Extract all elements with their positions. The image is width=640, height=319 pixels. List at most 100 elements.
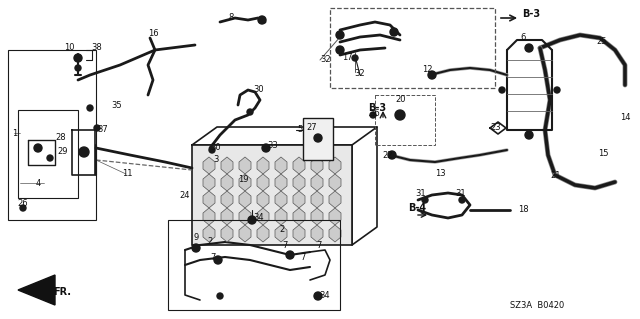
Polygon shape (221, 191, 233, 208)
Text: 5: 5 (297, 125, 302, 135)
Polygon shape (275, 225, 287, 242)
Text: B-3: B-3 (368, 103, 386, 113)
Polygon shape (18, 275, 55, 305)
Text: 7: 7 (282, 241, 287, 249)
Circle shape (336, 31, 344, 39)
Polygon shape (239, 225, 251, 242)
Circle shape (428, 71, 436, 79)
Polygon shape (257, 157, 269, 174)
Polygon shape (329, 225, 341, 242)
Polygon shape (221, 174, 233, 191)
Polygon shape (311, 191, 323, 208)
Polygon shape (257, 191, 269, 208)
Text: 17: 17 (342, 54, 353, 63)
Text: 4: 4 (36, 179, 41, 188)
Circle shape (459, 197, 465, 203)
Polygon shape (239, 174, 251, 191)
Bar (8, 50, 96, 220)
Text: 21: 21 (550, 170, 561, 180)
Bar (330, 8, 495, 88)
Circle shape (87, 105, 93, 111)
Polygon shape (275, 208, 287, 225)
Text: 11: 11 (122, 169, 132, 179)
Text: 24: 24 (179, 191, 189, 201)
Circle shape (47, 155, 53, 161)
Text: 34: 34 (253, 213, 264, 222)
Polygon shape (203, 225, 215, 242)
Polygon shape (293, 157, 305, 174)
Polygon shape (203, 208, 215, 225)
Circle shape (390, 28, 398, 36)
Circle shape (352, 55, 358, 61)
Circle shape (422, 197, 428, 203)
Text: 15: 15 (598, 149, 609, 158)
Text: 25: 25 (596, 38, 607, 47)
Circle shape (499, 87, 505, 93)
Text: 2: 2 (279, 226, 284, 234)
Circle shape (262, 144, 270, 152)
Circle shape (525, 44, 533, 52)
Text: 23: 23 (490, 122, 500, 131)
Text: 33: 33 (267, 142, 278, 151)
Circle shape (192, 244, 200, 252)
Circle shape (209, 147, 215, 153)
Circle shape (395, 110, 405, 120)
Text: B-4: B-4 (408, 203, 426, 213)
Text: 30: 30 (253, 85, 264, 94)
Polygon shape (239, 191, 251, 208)
Circle shape (248, 216, 256, 224)
Text: 6: 6 (520, 33, 525, 41)
Text: 2: 2 (207, 236, 212, 246)
Bar (192, 145, 352, 245)
Text: 30: 30 (210, 144, 221, 152)
Text: 37: 37 (97, 124, 108, 133)
Text: 13: 13 (435, 169, 445, 179)
Bar (18, 110, 78, 198)
Text: 22: 22 (382, 151, 392, 160)
Text: 16: 16 (148, 29, 159, 39)
Circle shape (94, 125, 100, 131)
Circle shape (217, 293, 223, 299)
Text: 7: 7 (300, 254, 305, 263)
Polygon shape (311, 157, 323, 174)
Text: 18: 18 (518, 205, 529, 214)
Text: 12: 12 (422, 65, 433, 75)
Polygon shape (221, 157, 233, 174)
Polygon shape (257, 225, 269, 242)
Circle shape (525, 131, 533, 139)
Text: 29: 29 (57, 147, 67, 157)
Polygon shape (293, 225, 305, 242)
Polygon shape (275, 191, 287, 208)
Polygon shape (293, 208, 305, 225)
Text: 20: 20 (395, 95, 406, 105)
Text: 28: 28 (55, 133, 66, 143)
Text: 26: 26 (17, 198, 28, 207)
Text: 1: 1 (12, 129, 17, 137)
Text: 7: 7 (316, 241, 321, 249)
Circle shape (388, 151, 396, 159)
Text: FR.: FR. (53, 287, 71, 297)
Text: 36: 36 (369, 108, 380, 117)
Circle shape (75, 65, 81, 71)
Circle shape (258, 16, 266, 24)
Polygon shape (329, 174, 341, 191)
Polygon shape (257, 208, 269, 225)
Bar (168, 220, 340, 310)
Polygon shape (203, 157, 215, 174)
Polygon shape (221, 208, 233, 225)
Polygon shape (311, 174, 323, 191)
Circle shape (336, 46, 344, 54)
Polygon shape (275, 174, 287, 191)
Polygon shape (293, 174, 305, 191)
Polygon shape (221, 225, 233, 242)
Polygon shape (203, 174, 215, 191)
Text: 34: 34 (319, 292, 330, 300)
Text: 7: 7 (210, 254, 216, 263)
Circle shape (20, 205, 26, 211)
Bar (303, 118, 333, 160)
Text: 8: 8 (228, 13, 234, 23)
Polygon shape (329, 191, 341, 208)
Circle shape (554, 87, 560, 93)
Text: 35: 35 (111, 101, 122, 110)
Text: 32: 32 (354, 69, 365, 78)
